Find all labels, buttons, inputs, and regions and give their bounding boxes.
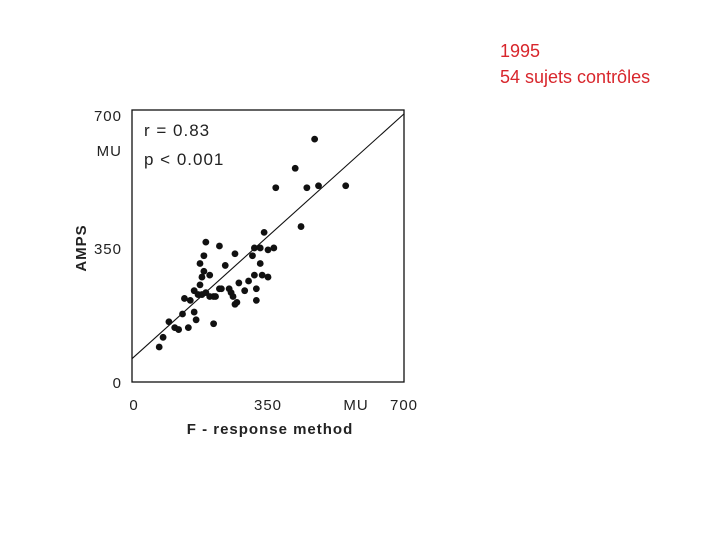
annotation-subjects: 54 sujets contrôles [500,67,651,87]
data-point-19 [200,252,208,260]
y-unit-label: MU [97,143,122,160]
data-point-50 [264,273,272,281]
data-point-27 [216,242,223,250]
data-point-1 [155,343,163,351]
data-point-58 [342,182,350,190]
data-point-2 [159,333,167,341]
data-point-6 [179,310,186,318]
data-point-49 [264,246,272,254]
data-point-26 [212,293,219,300]
data-point-37 [235,279,243,287]
data-point-15 [196,281,204,289]
data-point-18 [200,267,208,275]
y-tick-700: 700 [94,108,122,125]
regression-line [131,113,405,360]
x-tick-350: 350 [254,397,282,414]
data-point-34 [231,250,239,258]
data-point-7 [181,295,188,302]
data-points [155,135,350,351]
data-point-23 [206,271,214,279]
data-point-42 [251,271,258,279]
data-point-40 [249,252,256,260]
annotation-year: 1995 [500,41,541,61]
data-point-41 [251,244,258,252]
data-point-25 [210,320,218,328]
data-point-11 [190,308,198,316]
data-point-20 [202,238,210,246]
data-point-38 [241,287,249,295]
x-axis-title: F - response method [187,421,354,438]
data-point-51 [270,244,278,252]
data-point-52 [272,184,280,192]
data-point-53 [291,164,299,172]
data-point-57 [315,182,322,190]
data-point-48 [260,229,268,236]
data-point-14 [196,260,204,267]
data-point-43 [252,285,260,293]
x-tick-0: 0 [129,397,138,414]
data-point-8 [184,324,192,331]
y-axis-title: AMPS [73,224,90,271]
data-point-33 [229,293,237,300]
annotation: 1995 54 sujets contrôles [500,38,650,90]
y-tick-0: 0 [113,375,122,392]
x-unit-label: MU [343,397,368,414]
data-point-45 [256,260,264,267]
plot-frame [131,109,405,383]
y-tick-350: 350 [94,241,122,258]
data-point-55 [303,184,311,192]
data-point-46 [256,244,264,252]
data-point-54 [297,223,305,230]
data-point-56 [311,135,319,143]
data-point-12 [192,316,200,324]
data-point-30 [221,262,229,269]
data-point-3 [165,318,173,326]
x-tick-700: 700 [390,397,418,414]
data-point-36 [233,298,241,306]
correlation-label: r = 0.83 [144,121,210,140]
data-point-29 [217,285,225,293]
data-point-5 [175,326,183,333]
data-point-16 [198,273,206,281]
data-point-44 [252,297,260,304]
data-point-47 [258,271,266,279]
p-value-label: p < 0.001 [144,150,224,169]
data-point-39 [245,277,252,285]
data-point-9 [186,297,194,304]
